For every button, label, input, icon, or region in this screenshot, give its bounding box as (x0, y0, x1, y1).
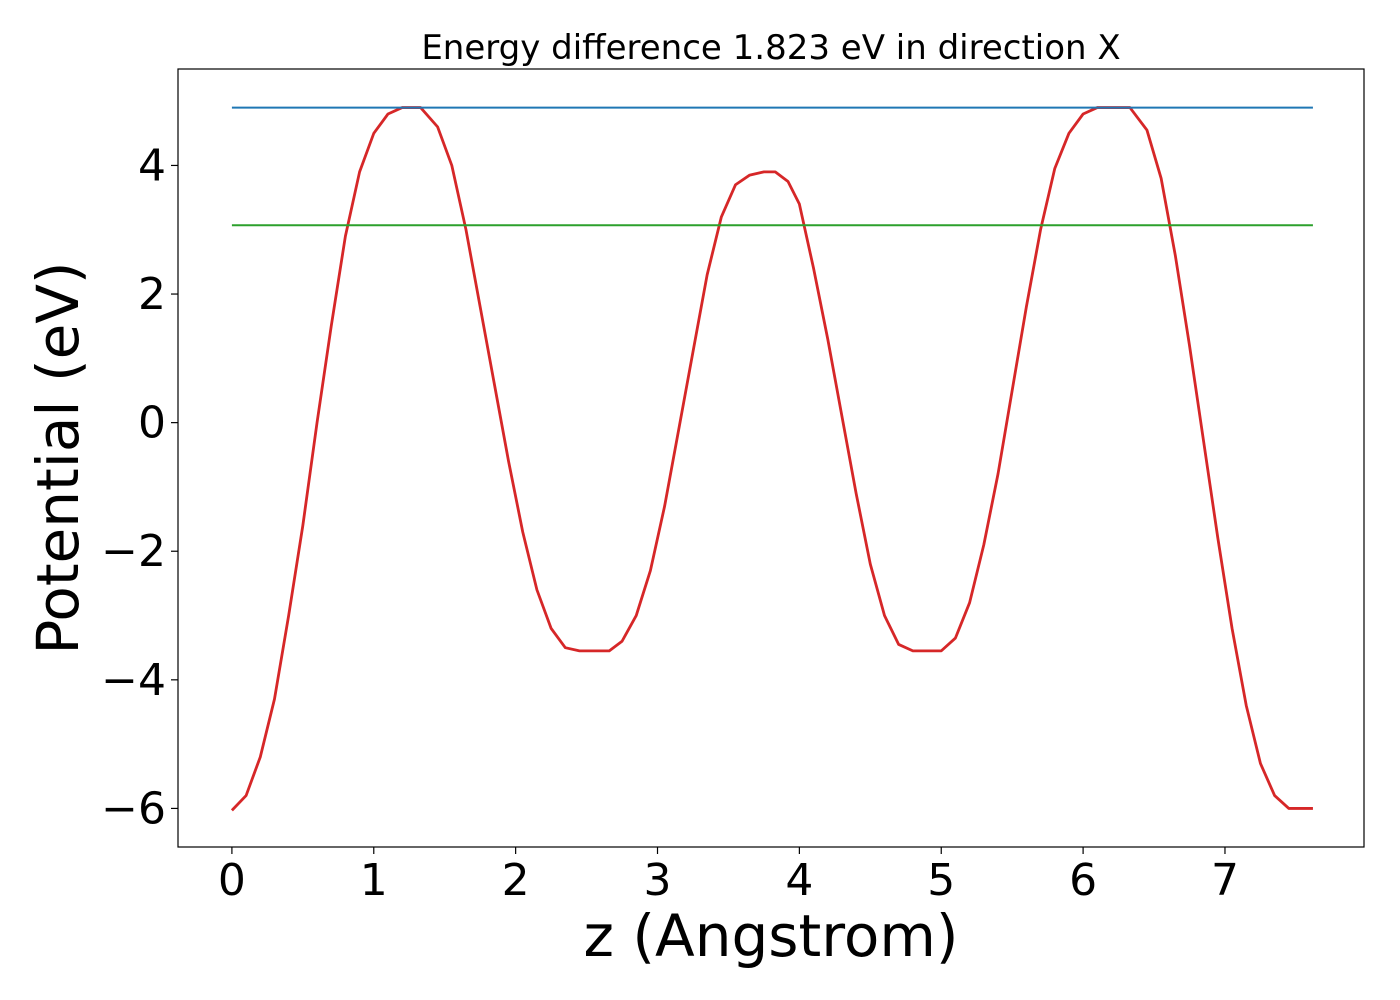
y-tick-label: 4 (138, 140, 166, 191)
x-axis-label: z (Angstrom) (584, 902, 959, 970)
y-tick-label: 2 (138, 269, 166, 320)
plot-area: 0 1 2 3 4 5 6 7 −6 −4 −2 0 2 4 (101, 68, 1365, 906)
x-tick-label: 2 (502, 855, 530, 906)
y-tick-label: −2 (101, 526, 166, 577)
chart-title: Energy difference 1.823 eV in direction … (421, 28, 1120, 68)
x-tick-label: 6 (1069, 855, 1097, 906)
x-tick-label: 0 (218, 855, 246, 906)
x-tick-label: 7 (1211, 855, 1239, 906)
x-tick-label: 5 (927, 855, 955, 906)
x-tick-label: 1 (360, 855, 388, 906)
x-tick-label: 3 (644, 855, 672, 906)
y-tick-label: −4 (101, 655, 166, 706)
y-tick-label: −6 (101, 783, 166, 834)
y-tick-label: 0 (138, 398, 166, 449)
y-axis-label: Potential (eV) (24, 261, 92, 654)
series-line-0 (230, 106, 1313, 812)
x-tick-label: 4 (785, 855, 813, 906)
axes-frame (177, 68, 1365, 848)
